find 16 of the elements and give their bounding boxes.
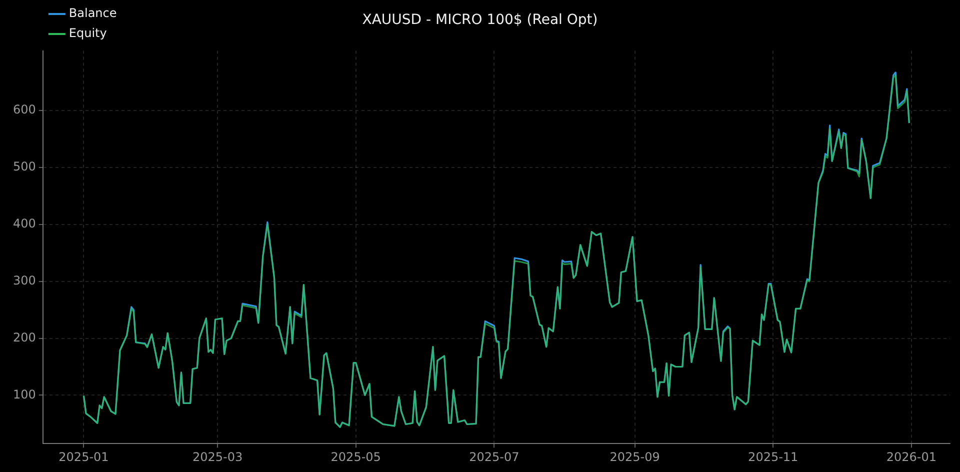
y-tick-label: 500 <box>13 160 36 174</box>
x-tick-label: 2025-01 <box>58 450 109 464</box>
chart-title: XAUUSD - MICRO 100$ (Real Opt) <box>362 12 598 28</box>
x-tick-label: 2025-11 <box>748 450 798 464</box>
y-tick-label: 200 <box>13 330 36 344</box>
x-tick-label: 2025-03 <box>192 450 243 464</box>
x-tick-label: 2025-09 <box>610 450 660 464</box>
y-tick-label: 600 <box>13 102 36 117</box>
y-tick-label: 300 <box>13 273 36 288</box>
x-tick-label: 2025-05 <box>330 450 381 464</box>
legend-label: Balance <box>68 6 117 20</box>
x-tick-label: 2026-01 <box>886 450 937 464</box>
y-tick-label: 400 <box>13 216 36 231</box>
legend-label: Equity <box>68 26 107 40</box>
y-tick-label: 100 <box>13 387 36 402</box>
x-tick-label: 2025-07 <box>469 450 520 464</box>
